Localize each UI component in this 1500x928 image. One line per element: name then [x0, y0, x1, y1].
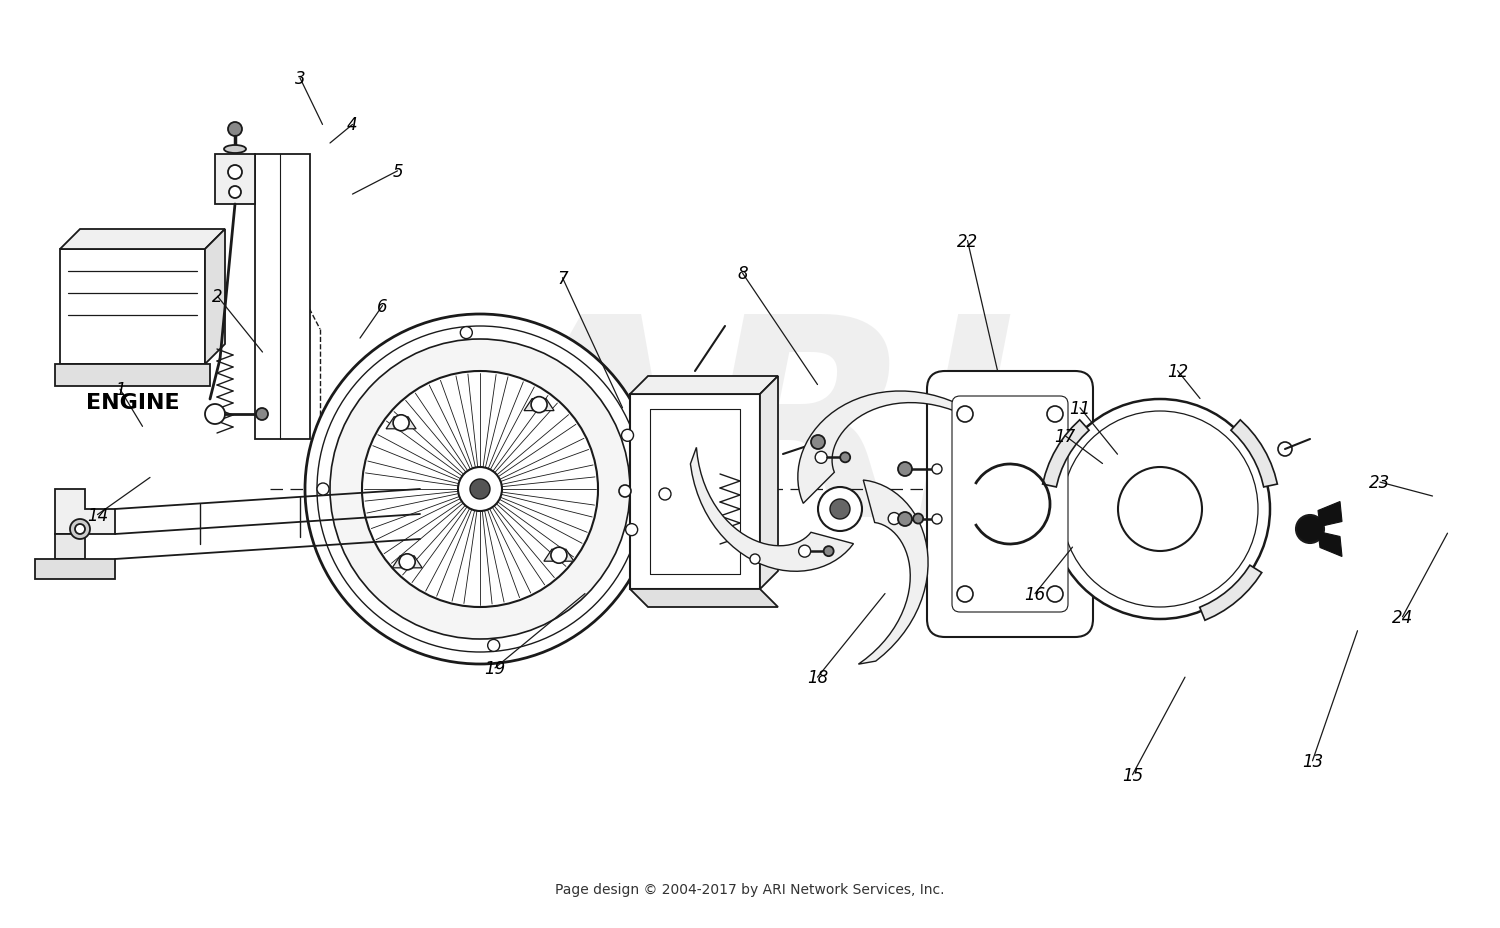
Circle shape: [460, 328, 472, 340]
Circle shape: [330, 340, 630, 639]
Circle shape: [620, 485, 632, 497]
Circle shape: [798, 546, 810, 558]
Polygon shape: [56, 535, 86, 560]
FancyBboxPatch shape: [952, 396, 1068, 612]
Circle shape: [750, 554, 760, 564]
Polygon shape: [1042, 420, 1089, 487]
Circle shape: [932, 514, 942, 524]
Circle shape: [1296, 515, 1324, 544]
Polygon shape: [1318, 532, 1342, 557]
Polygon shape: [630, 394, 760, 589]
Text: 8: 8: [736, 264, 748, 283]
Text: 12: 12: [1167, 362, 1188, 380]
Text: 19: 19: [484, 659, 506, 677]
Text: 14: 14: [87, 506, 108, 524]
Circle shape: [1050, 400, 1270, 619]
Circle shape: [488, 639, 500, 651]
Circle shape: [626, 524, 638, 536]
Circle shape: [316, 483, 328, 496]
Text: ENGINE: ENGINE: [86, 393, 180, 413]
Circle shape: [914, 514, 922, 524]
Text: 24: 24: [1392, 608, 1413, 626]
Polygon shape: [392, 556, 422, 568]
Circle shape: [658, 488, 670, 500]
Text: 5: 5: [392, 162, 404, 181]
Circle shape: [818, 487, 862, 532]
Circle shape: [399, 554, 416, 570]
Text: Page design © 2004-2017 by ARI Network Services, Inc.: Page design © 2004-2017 by ARI Network S…: [555, 882, 945, 896]
Polygon shape: [630, 589, 778, 607]
Circle shape: [393, 416, 410, 432]
Text: 3: 3: [294, 70, 306, 88]
Polygon shape: [1318, 502, 1342, 527]
Polygon shape: [630, 377, 778, 394]
Circle shape: [957, 586, 974, 602]
Polygon shape: [56, 365, 210, 387]
Text: 17: 17: [1054, 427, 1076, 445]
Polygon shape: [1200, 565, 1262, 621]
Circle shape: [1047, 586, 1064, 602]
Circle shape: [830, 499, 850, 520]
Circle shape: [1047, 406, 1064, 422]
Text: 7: 7: [556, 269, 568, 288]
Text: 23: 23: [1370, 473, 1390, 492]
Circle shape: [228, 122, 242, 136]
Circle shape: [1278, 443, 1292, 457]
Circle shape: [316, 327, 644, 652]
FancyBboxPatch shape: [927, 371, 1094, 638]
Text: 6: 6: [376, 297, 388, 316]
Circle shape: [70, 520, 90, 539]
Polygon shape: [255, 155, 310, 440]
Polygon shape: [760, 377, 778, 589]
Circle shape: [256, 408, 268, 420]
Circle shape: [898, 462, 912, 476]
Circle shape: [550, 548, 567, 563]
Circle shape: [228, 166, 242, 180]
Circle shape: [206, 405, 225, 424]
Polygon shape: [386, 418, 416, 430]
Text: 4: 4: [346, 116, 358, 135]
Circle shape: [898, 512, 912, 526]
Circle shape: [230, 187, 242, 199]
Text: 22: 22: [957, 232, 978, 251]
Circle shape: [75, 524, 86, 535]
Circle shape: [531, 397, 548, 413]
Text: 1: 1: [114, 380, 126, 399]
Polygon shape: [798, 392, 964, 504]
Circle shape: [1062, 411, 1258, 607]
Polygon shape: [524, 399, 554, 411]
Text: 11: 11: [1070, 399, 1090, 418]
Polygon shape: [60, 250, 206, 365]
Text: 16: 16: [1024, 585, 1045, 603]
Polygon shape: [60, 230, 225, 250]
Circle shape: [458, 468, 503, 511]
Circle shape: [840, 453, 850, 463]
Polygon shape: [858, 481, 928, 664]
Circle shape: [812, 435, 825, 449]
Circle shape: [932, 465, 942, 474]
Circle shape: [815, 452, 827, 464]
Ellipse shape: [224, 146, 246, 154]
Polygon shape: [690, 448, 853, 572]
Text: 2: 2: [211, 288, 223, 306]
Polygon shape: [214, 155, 255, 205]
Polygon shape: [1232, 420, 1278, 487]
Polygon shape: [56, 489, 116, 535]
Text: 13: 13: [1302, 752, 1323, 770]
Polygon shape: [206, 230, 225, 365]
Polygon shape: [34, 560, 116, 579]
Circle shape: [621, 430, 633, 442]
Circle shape: [304, 315, 656, 664]
Circle shape: [957, 406, 974, 422]
Circle shape: [1118, 468, 1202, 551]
Text: ARI: ARI: [484, 304, 1016, 574]
Text: 18: 18: [807, 668, 828, 687]
Circle shape: [888, 513, 900, 525]
Circle shape: [362, 371, 598, 607]
Circle shape: [470, 480, 490, 499]
Text: 15: 15: [1122, 766, 1143, 784]
Polygon shape: [544, 549, 574, 561]
Circle shape: [824, 547, 834, 557]
